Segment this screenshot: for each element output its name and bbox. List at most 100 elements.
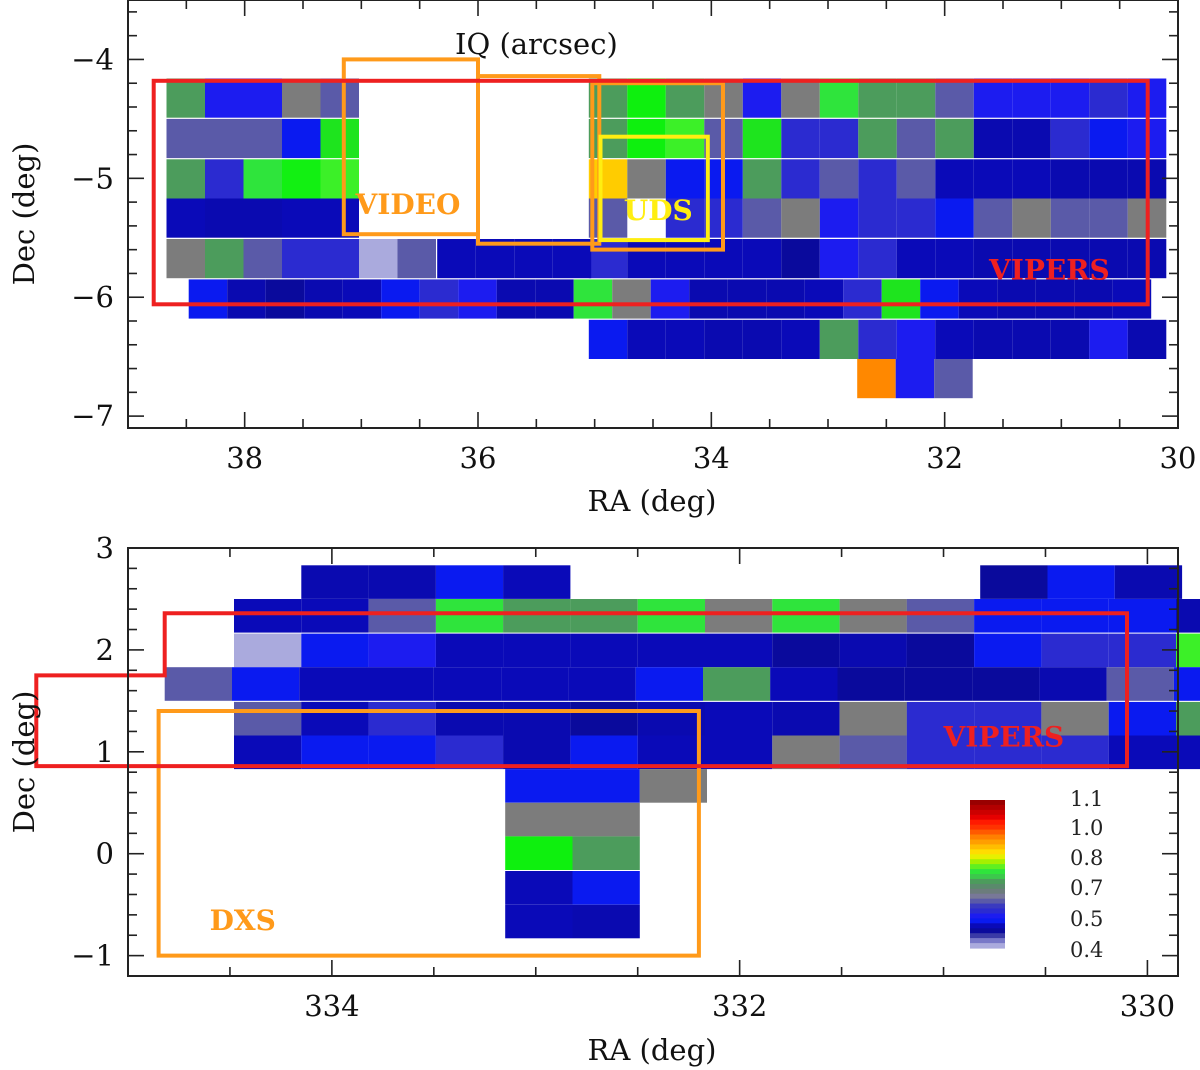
top-tile (689, 279, 728, 319)
bottom-tile (974, 633, 1042, 668)
top-tile (665, 239, 705, 279)
top-tile (304, 279, 343, 319)
top-tile (858, 159, 897, 199)
top-x-tick-label: 30 (1160, 441, 1197, 475)
top-tile (227, 279, 266, 319)
top-tile (896, 118, 936, 159)
top-tile (496, 279, 536, 319)
bottom-tile (503, 701, 571, 736)
bottom-tile (1108, 599, 1176, 633)
bottom-tile (1041, 633, 1109, 668)
colorbar-band (970, 839, 1005, 845)
top-tile (819, 159, 859, 199)
colorbar-tick-label: 0.7 (1070, 876, 1103, 900)
bottom-tile (772, 633, 840, 668)
top-tile (282, 239, 321, 279)
bottom-tile (906, 599, 975, 633)
bottom-tile (705, 701, 773, 736)
top-tile (535, 279, 574, 319)
top-tile (320, 198, 359, 238)
colorbar-band (970, 834, 1005, 840)
top-tile (1089, 198, 1128, 238)
bottom-tile (570, 701, 638, 736)
top-tile (1089, 78, 1128, 118)
bottom-tile (635, 667, 703, 701)
top-tile (973, 198, 1013, 238)
top-tile (1089, 239, 1128, 279)
top-tile (665, 159, 705, 199)
top-tile (665, 319, 705, 359)
top-tile (973, 319, 1013, 359)
top-tile (973, 239, 1013, 279)
top-tile (458, 279, 497, 319)
colorbar-tick-label: 0.5 (1070, 907, 1103, 931)
colorbar-band (970, 819, 1005, 826)
top-tile (188, 279, 228, 319)
bottom-x-tick-label: 330 (1120, 989, 1175, 1023)
top-y-tick-label: −6 (71, 280, 114, 314)
top-tile (819, 118, 859, 159)
top-tile (935, 159, 974, 199)
bottom-x-tick-label: 334 (304, 989, 359, 1023)
top-tile (342, 279, 382, 319)
top-tile (205, 118, 244, 159)
bottom-tile (234, 599, 302, 633)
bottom-frame (127, 547, 1179, 977)
bottom-tile (572, 836, 640, 870)
bottom-tile (772, 701, 840, 736)
top-tile (895, 359, 935, 399)
top-tile (973, 118, 1013, 159)
bottom-tile (164, 667, 232, 701)
bottom-tile (301, 633, 369, 668)
top-tile (896, 239, 936, 279)
bottom-tile (435, 599, 504, 633)
top-region-label-vipers: VIPERS (988, 253, 1110, 286)
top-tile (935, 118, 974, 159)
top-tile (166, 159, 205, 199)
top-region-outline-1 (476, 74, 602, 246)
bottom-tile (505, 836, 573, 870)
top-tile (766, 279, 805, 319)
top-tile (1012, 198, 1051, 238)
bottom-tile (1176, 701, 1200, 736)
bottom-tile (572, 769, 640, 803)
bottom-tile (435, 701, 504, 736)
bottom-tile (705, 735, 773, 770)
bottom-tile (1039, 667, 1107, 701)
top-tile (243, 239, 282, 279)
colorbar-band (970, 809, 1005, 816)
bottom-y-tick-label: −1 (71, 939, 114, 973)
top-tile (243, 78, 282, 118)
bottom-tile (234, 701, 302, 736)
bottom-regions: DXS VIPERS (34, 611, 1129, 958)
colorbar-band (970, 943, 1005, 949)
bottom-tile (1041, 701, 1109, 736)
colorbar-tick-label: 1.1 (1070, 787, 1103, 811)
top-x-tick-label: 36 (460, 441, 497, 475)
colorbar-band (970, 874, 1005, 880)
top-tile (1012, 159, 1051, 199)
colorbar-band (970, 854, 1005, 860)
colorbar-band (970, 938, 1005, 944)
top-tile (973, 78, 1013, 118)
top-tile (881, 279, 921, 319)
bottom-tile (1108, 701, 1176, 736)
top-tile (896, 159, 936, 199)
bottom-region-label-dxs: DXS (210, 904, 276, 937)
top-tile (958, 279, 998, 319)
top-tile (1089, 159, 1128, 199)
top-region-label-video: VIDEO (355, 188, 461, 221)
top-tile (1050, 198, 1090, 238)
bottom-tile (503, 599, 571, 633)
top-tile (858, 319, 897, 359)
top-tile (243, 118, 282, 159)
bottom-tile (368, 633, 436, 668)
top-tile (1012, 78, 1051, 118)
top-tile (920, 279, 959, 319)
bottom-tile (368, 565, 436, 599)
top-tile (205, 239, 244, 279)
bottom-tile (637, 633, 705, 668)
colorbar-tick-label: 1.0 (1070, 816, 1103, 840)
bottom-tile (368, 701, 436, 736)
colorbar-band (970, 933, 1005, 939)
